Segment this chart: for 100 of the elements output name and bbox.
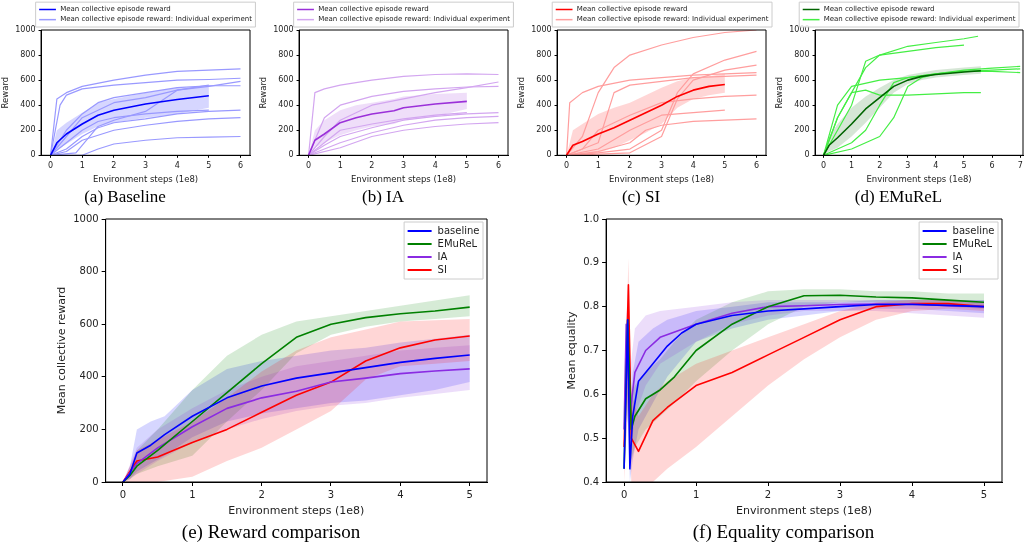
x-tick-label: 7 [1017, 160, 1023, 170]
legend-label: IA [952, 250, 963, 262]
x-tick-label: 4 [397, 488, 404, 500]
x-tick-label: 3 [658, 160, 665, 170]
y-tick-label: 0 [546, 150, 552, 160]
x-tick-label: 5 [464, 160, 470, 170]
x-tick-label: 2 [111, 160, 117, 170]
y-tick-label: 200 [794, 125, 810, 135]
y-tick-label: 800 [20, 50, 36, 60]
x-tick-label: 4 [174, 160, 180, 170]
x-tick-label: 1 [337, 160, 343, 170]
y-tick-label: 1000 [73, 212, 99, 224]
y-tick-label: 0.4 [583, 475, 600, 487]
x-tick-label: 6 [237, 160, 244, 170]
y-tick-label: 1000 [273, 25, 294, 35]
text: (a) Baseline [84, 187, 166, 207]
x-tick-label: 4 [690, 160, 696, 170]
x-tick-label: 5 [206, 160, 212, 170]
x-axis-title: Environment steps (1e8) [866, 173, 972, 184]
text: (c) SI [621, 187, 661, 207]
x-axis-title: Environment steps (1e8) [608, 173, 715, 184]
y-tick-label: 400 [20, 100, 36, 110]
y-tick-label: 400 [794, 100, 810, 110]
y-tick-label: 600 [79, 317, 99, 329]
y-axis-title: Mean collective reward [55, 286, 69, 415]
y-tick-label: 1000 [15, 25, 36, 35]
x-tick-label: 4 [908, 488, 916, 500]
legend-label: baseline [437, 224, 480, 236]
y-axis-title: Reward [774, 76, 785, 109]
x-tick-label: 2 [627, 160, 633, 170]
x-tick-label: 3 [400, 160, 407, 170]
y-tick-label: 0.9 [583, 256, 600, 268]
x-tick-label: 3 [142, 160, 149, 170]
x-tick-label: 6 [989, 160, 995, 170]
x-tick-label: 1 [849, 160, 855, 170]
x-tick-label: 0 [48, 160, 54, 170]
y-axis-title: Mean equality [565, 311, 579, 390]
x-tick-label: 5 [961, 160, 967, 170]
y-tick-label: 0.8 [583, 300, 600, 312]
x-axis-title: Environment steps (1e8) [228, 504, 365, 518]
y-tick-label: 200 [79, 422, 99, 434]
y-tick-label: 600 [20, 75, 36, 85]
y-tick-label: 600 [536, 75, 552, 85]
y-tick-label: 800 [278, 50, 294, 60]
y-tick-label: 600 [278, 75, 294, 85]
text: (d) EMuReL [854, 187, 943, 207]
y-tick-label: 0 [30, 150, 36, 160]
legend-label: SI [952, 263, 962, 275]
x-axis-title: Environment steps (1e8) [736, 504, 873, 518]
legend-label: baseline [952, 224, 995, 236]
x-tick-label: 5 [980, 488, 988, 500]
x-tick-label: 6 [495, 160, 502, 170]
y-tick-label: 1.0 [583, 212, 600, 224]
x-tick-label: 2 [258, 488, 265, 500]
y-tick-label: 200 [278, 125, 294, 135]
x-tick-label: 6 [753, 160, 760, 170]
legend-label: EMuReL [437, 237, 478, 249]
text: (e) Reward comparison [181, 520, 361, 543]
y-tick-label: 1000 [531, 25, 552, 35]
legend-label: EMuReL [952, 237, 993, 249]
x-tick-label: 1 [692, 488, 700, 500]
y-tick-label: 400 [278, 100, 294, 110]
x-axis-title: Environment steps (1e8) [350, 173, 457, 184]
y-axis-title: Reward [0, 76, 11, 109]
y-tick-label: 400 [536, 100, 552, 110]
x-tick-label: 3 [905, 160, 911, 170]
y-tick-label: 0.7 [583, 344, 600, 356]
x-tick-label: 1 [79, 160, 85, 170]
x-tick-label: 2 [877, 160, 883, 170]
x-tick-label: 4 [933, 160, 939, 170]
y-tick-label: 800 [794, 50, 810, 60]
x-tick-label: 3 [327, 488, 335, 500]
x-tick-label: 0 [620, 488, 628, 500]
x-tick-label: 2 [369, 160, 375, 170]
y-tick-label: 0.5 [583, 431, 600, 443]
y-tick-label: 0 [92, 475, 99, 487]
y-tick-label: 200 [20, 125, 36, 135]
x-axis-title: Environment steps (1e8) [92, 173, 199, 184]
y-tick-label: 600 [794, 75, 810, 85]
y-tick-label: 0.6 [583, 387, 600, 399]
x-tick-label: 0 [306, 160, 312, 170]
y-axis-title: Reward [516, 76, 527, 109]
x-tick-label: 0 [564, 160, 570, 170]
y-axis-title: Reward [258, 76, 269, 109]
y-tick-label: 800 [79, 265, 99, 277]
y-tick-label: 800 [536, 50, 552, 60]
x-tick-label: 4 [432, 160, 438, 170]
x-tick-label: 0 [820, 160, 827, 170]
x-tick-label: 1 [595, 160, 601, 170]
x-tick-label: 1 [189, 488, 196, 500]
x-tick-label: 3 [836, 488, 844, 500]
y-tick-label: 0 [804, 150, 810, 160]
x-tick-label: 5 [722, 160, 728, 170]
y-tick-label: 200 [536, 125, 552, 135]
legend-label: IA [437, 250, 448, 262]
y-tick-label: 400 [79, 370, 99, 382]
legend-label: SI [437, 263, 447, 275]
x-tick-label: 0 [119, 488, 127, 500]
x-tick-label: 2 [764, 488, 772, 500]
y-tick-label: 1000 [789, 25, 810, 35]
